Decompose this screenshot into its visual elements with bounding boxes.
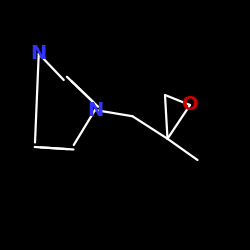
Text: N: N bbox=[87, 100, 103, 119]
Text: O: O bbox=[182, 96, 198, 114]
Text: N: N bbox=[30, 44, 47, 63]
